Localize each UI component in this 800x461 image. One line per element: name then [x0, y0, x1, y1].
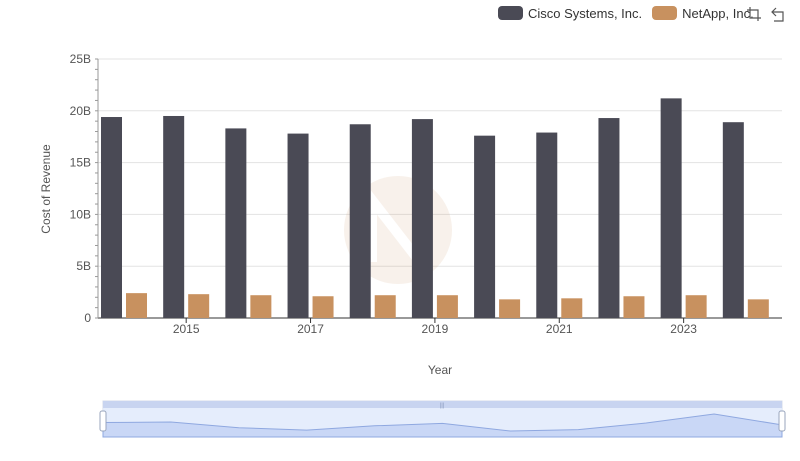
y-tick-label: 10B [70, 207, 91, 221]
bar-netapp-2023[interactable] [685, 295, 707, 318]
bar-netapp-2024[interactable] [747, 299, 769, 318]
y-tick-label: 5B [76, 259, 91, 273]
bar-cisco-2022[interactable] [598, 118, 620, 318]
y-tick-label: 20B [70, 104, 91, 118]
x-tick-label: 2021 [546, 322, 573, 336]
zoom-grip-icon[interactable]: ||| [440, 403, 445, 409]
bar-cisco-2024[interactable] [722, 122, 744, 318]
y-tick-label: 25B [70, 52, 91, 66]
legend-swatch-cisco [498, 6, 523, 20]
legend-label-cisco: Cisco Systems, Inc. [528, 5, 643, 21]
bar-cisco-2017[interactable] [287, 133, 309, 318]
legend-swatch-netapp [652, 6, 678, 20]
y-axis-label: Cost of Revenue [39, 144, 53, 234]
bar-cisco-2015[interactable] [163, 115, 185, 318]
bar-netapp-2019[interactable] [436, 295, 458, 318]
y-tick-label: 0 [84, 311, 91, 325]
bar-netapp-2020[interactable] [499, 299, 521, 318]
zoom-preview-area [102, 413, 783, 438]
bar-netapp-2014[interactable] [126, 293, 147, 318]
bar-cisco-2020[interactable] [474, 135, 496, 318]
legend-item-cisco[interactable]: Cisco Systems, Inc. [498, 6, 642, 21]
bar-cisco-2018[interactable] [349, 124, 371, 318]
x-tick-label: 2017 [297, 322, 324, 336]
bar-netapp-2015[interactable] [188, 294, 210, 318]
bar-cisco-2014[interactable] [101, 117, 122, 319]
y-tick-label: 15B [70, 156, 91, 170]
zoom-left-handle[interactable] [99, 410, 107, 432]
bar-cisco-2016[interactable] [225, 128, 247, 318]
reset-icon[interactable] [770, 6, 786, 22]
legend: Cisco Systems, Inc. NetApp, Inc. [498, 4, 764, 22]
zoom-icon[interactable] [746, 6, 762, 22]
data-zoom-slider[interactable]: ||| [99, 400, 786, 438]
axes: 0 5B 10B 15B 20B 25B 2015 2017 2019 2021 2023 [70, 52, 698, 336]
legend-item-netapp[interactable]: NetApp, Inc. [652, 6, 754, 21]
bar-netapp-2021[interactable] [561, 298, 583, 318]
bar-netapp-2022[interactable] [623, 296, 645, 318]
zoom-top-bar[interactable] [103, 401, 782, 408]
bar-cisco-2019[interactable] [411, 119, 433, 318]
x-axis-label: Year [428, 363, 452, 377]
toolbox [746, 6, 786, 22]
bar-netapp-2016[interactable] [250, 295, 272, 318]
bar-netapp-2017[interactable] [312, 296, 334, 318]
x-tick-label: 2023 [670, 322, 697, 336]
bar-netapp-2018[interactable] [374, 295, 396, 318]
legend-label-netapp: NetApp, Inc. [682, 5, 754, 21]
x-tick-label: 2015 [173, 322, 200, 336]
bar-cisco-2021[interactable] [536, 132, 558, 318]
zoom-right-handle[interactable] [778, 410, 786, 432]
bar-cisco-2023[interactable] [660, 98, 682, 318]
x-tick-label: 2019 [422, 322, 449, 336]
bars [101, 98, 769, 319]
